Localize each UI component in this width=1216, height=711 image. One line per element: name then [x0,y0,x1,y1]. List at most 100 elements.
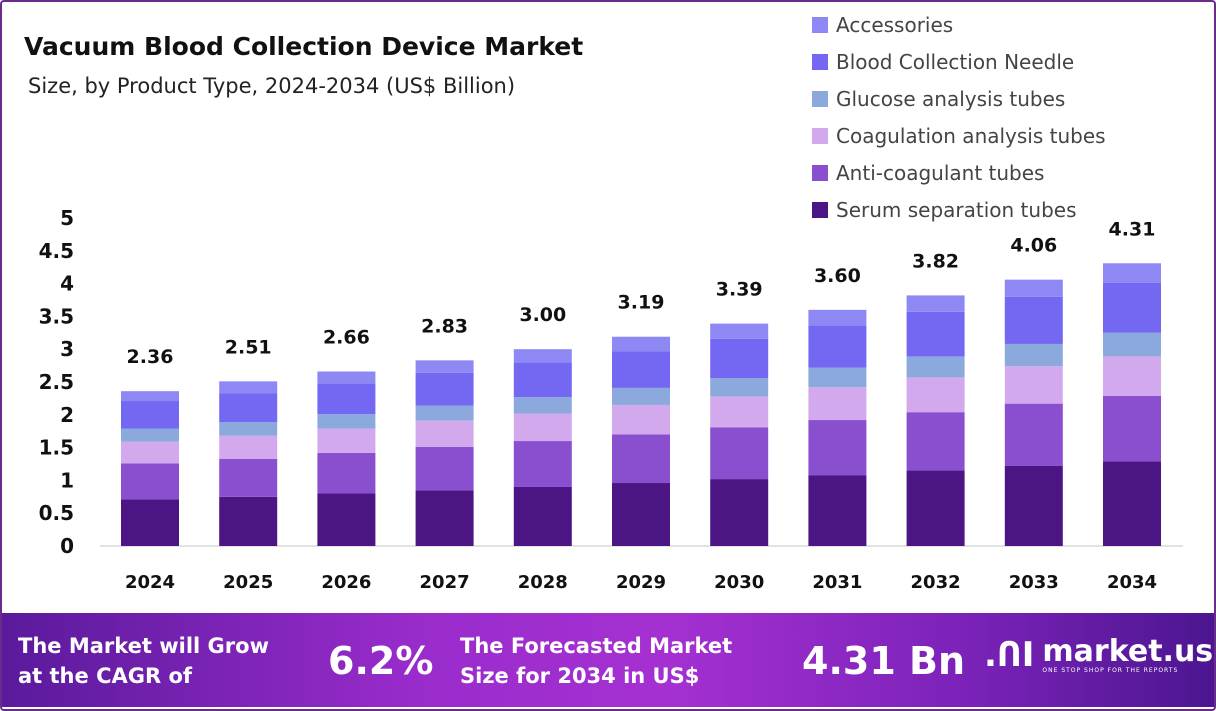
forecast-label-line1: The Forecasted Market [460,634,733,658]
total-label: 3.60 [814,265,861,287]
legend-label: Accessories [836,12,954,37]
legend-item: Anti-coagulant tubes [812,154,1106,191]
y-tick-label: 3 [60,337,74,361]
bar-segment [415,490,474,546]
bar-segment [513,441,572,487]
bar-segment [612,336,670,352]
y-tick-label: 4.5 [39,239,74,263]
bar-segment [219,393,278,423]
bar-segment [219,458,278,497]
legend-swatch [812,127,828,144]
legend-item: Coagulation analysis tubes [812,117,1106,154]
legend-swatch [812,201,828,218]
bar-segment [808,475,867,546]
legend-swatch [812,164,828,181]
bar-segment [612,404,670,435]
bar-segment [317,493,376,546]
legend-item: Accessories [812,6,1106,43]
total-label: 3.82 [912,250,959,272]
bar-segment [1004,366,1063,404]
bar-segment [513,413,572,442]
legend-item: Serum separation tubes [812,191,1106,228]
bar-segment [808,325,867,368]
bar-segment [612,387,670,405]
y-tick-label: 3.5 [39,304,74,328]
legend-label: Glucose analysis tubes [836,86,1066,111]
bar-segment [710,479,769,546]
bar-segment [1103,332,1161,357]
bar-segment [513,362,572,398]
market-us-logo: .ՈI market.us ONE STOP SHOP FOR THE REPOR… [984,635,1213,675]
bar-segment [710,378,769,397]
bar-segment [808,309,867,326]
bar-segment [415,360,474,373]
bar-segment [710,427,769,480]
chart-title: Vacuum Blood Collection Device Market [24,32,584,61]
bar-segment [219,381,278,394]
bar-segment [1004,343,1063,367]
y-tick-label: 2 [60,403,74,427]
bar-segment [219,435,278,459]
bar-segment [317,383,376,415]
x-tick-label: 2030 [714,572,764,593]
legend-swatch [812,53,828,70]
bar-segment [219,422,278,436]
bar-segment [906,412,965,471]
bar-segment [906,470,965,546]
x-tick-label: 2026 [321,572,371,593]
bar-segment [906,356,965,378]
bar-segment [1004,465,1063,546]
bar-segment [808,420,867,476]
legend-swatch [812,90,828,107]
bar-segment [1103,395,1161,462]
y-tick-label: 5 [60,206,74,230]
x-tick-label: 2032 [911,572,961,593]
bar-segment [317,414,376,429]
bar-segment [1103,282,1161,333]
x-tick-label: 2033 [1009,572,1059,593]
bar-segment [612,483,670,546]
bar-segment [121,401,179,429]
legend-item: Blood Collection Needle [812,43,1106,80]
total-label: 4.06 [1010,235,1057,257]
cagr-label-line1: The Market will Grow [18,634,269,658]
y-tick-label: 1 [60,468,74,492]
bar-segment [1004,296,1063,344]
y-tick-label: 0 [60,534,74,558]
forecast-value: 4.31 Bn [802,639,966,683]
x-tick-label: 2025 [223,572,273,593]
forecast-label-line2: Size for 2034 in US$ [460,664,700,688]
bar-segment [1004,403,1063,466]
x-tick-label: 2024 [125,572,175,593]
bar-segment [1103,461,1161,546]
total-label: 2.36 [127,346,174,368]
bar-segment [415,420,474,447]
bar-segment [317,428,376,453]
legend: Accessories Blood Collection Needle Glucos… [812,6,1106,228]
bar-segment [710,323,769,339]
bar-segment [808,387,867,421]
legend-label: Blood Collection Needle [836,49,1075,74]
y-tick-label: 1.5 [39,436,74,460]
bar-segment [1103,263,1161,283]
total-label: 2.66 [323,327,370,349]
legend-label: Serum separation tubes [836,197,1077,222]
stacked-bar-chart: 0 0.5 1 1.5 2 2.5 3 3.5 4 4.5 5 2.36 2024 2.51 2025 2.6… [39,206,1183,593]
cagr-label: The Market will Grow at the CAGR of [18,631,269,691]
logo-icon: .ՈI [984,635,1035,675]
x-tick-label: 2031 [812,572,862,593]
legend-swatch [812,16,828,33]
total-label: 3.00 [519,304,566,326]
total-label: 4.31 [1109,218,1156,240]
total-label: 3.39 [716,279,763,301]
bar-segment [121,391,179,402]
bar-segment [513,486,572,546]
bar-segment [415,446,474,491]
bar-segment [121,428,179,442]
legend-label: Anti-coagulant tubes [836,160,1045,185]
total-label: 3.19 [618,292,665,314]
x-tick-label: 2028 [518,572,568,593]
legend-item: Glucose analysis tubes [812,80,1106,117]
bar-segment [121,499,179,546]
